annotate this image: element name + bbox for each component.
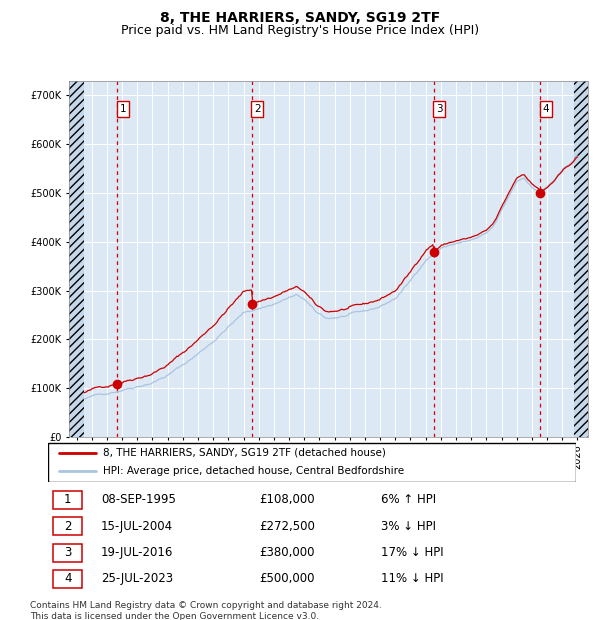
Text: 19-JUL-2016: 19-JUL-2016 (101, 546, 173, 559)
Text: 3% ↓ HPI: 3% ↓ HPI (380, 520, 436, 533)
Bar (53, 517, 82, 535)
Text: 15-JUL-2004: 15-JUL-2004 (101, 520, 173, 533)
Text: 6% ↑ HPI: 6% ↑ HPI (380, 494, 436, 507)
Text: 1: 1 (64, 494, 71, 507)
Text: 4: 4 (542, 104, 549, 114)
Text: Contains HM Land Registry data © Crown copyright and database right 2024.
This d: Contains HM Land Registry data © Crown c… (30, 601, 382, 620)
Text: 4: 4 (64, 572, 71, 585)
Bar (53, 570, 82, 588)
Text: HPI: Average price, detached house, Central Bedfordshire: HPI: Average price, detached house, Cent… (103, 466, 404, 477)
Bar (69, 81, 84, 437)
Text: £500,000: £500,000 (259, 572, 315, 585)
Bar (53, 544, 82, 562)
Text: 8, THE HARRIERS, SANDY, SG19 2TF (detached house): 8, THE HARRIERS, SANDY, SG19 2TF (detach… (103, 448, 386, 458)
Text: 08-SEP-1995: 08-SEP-1995 (101, 494, 176, 507)
Text: 3: 3 (436, 104, 443, 114)
Text: 2: 2 (254, 104, 260, 114)
Text: 11% ↓ HPI: 11% ↓ HPI (380, 572, 443, 585)
Text: £108,000: £108,000 (259, 494, 315, 507)
Text: 1: 1 (119, 104, 127, 114)
Text: Price paid vs. HM Land Registry's House Price Index (HPI): Price paid vs. HM Land Registry's House … (121, 24, 479, 37)
Bar (53, 491, 82, 509)
Text: 3: 3 (64, 546, 71, 559)
Bar (574, 81, 588, 437)
Text: £380,000: £380,000 (259, 546, 315, 559)
Text: £272,500: £272,500 (259, 520, 315, 533)
Text: 25-JUL-2023: 25-JUL-2023 (101, 572, 173, 585)
Text: 8, THE HARRIERS, SANDY, SG19 2TF: 8, THE HARRIERS, SANDY, SG19 2TF (160, 11, 440, 25)
Text: 2: 2 (64, 520, 71, 533)
Text: 17% ↓ HPI: 17% ↓ HPI (380, 546, 443, 559)
